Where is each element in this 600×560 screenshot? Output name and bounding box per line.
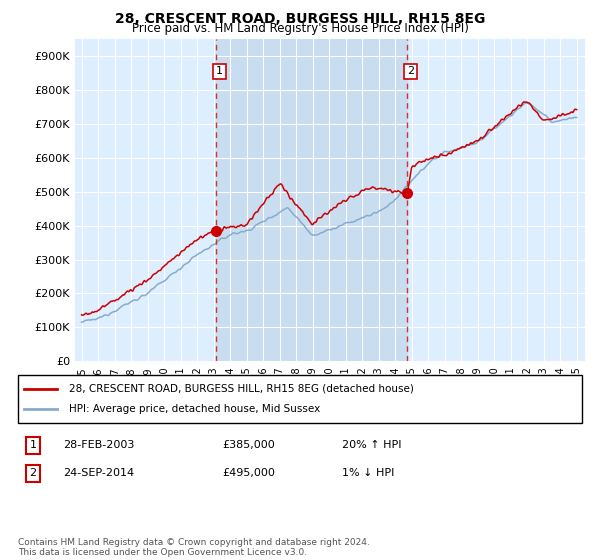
Text: Price paid vs. HM Land Registry's House Price Index (HPI): Price paid vs. HM Land Registry's House …	[131, 22, 469, 35]
Text: 28, CRESCENT ROAD, BURGESS HILL, RH15 8EG (detached house): 28, CRESCENT ROAD, BURGESS HILL, RH15 8E…	[69, 384, 413, 394]
FancyBboxPatch shape	[18, 375, 582, 423]
Text: Contains HM Land Registry data © Crown copyright and database right 2024.
This d: Contains HM Land Registry data © Crown c…	[18, 538, 370, 557]
Text: 1% ↓ HPI: 1% ↓ HPI	[342, 468, 394, 478]
Bar	[216, 39, 407, 361]
Text: 2: 2	[407, 66, 415, 76]
Text: 1: 1	[216, 66, 223, 76]
Text: 28, CRESCENT ROAD, BURGESS HILL, RH15 8EG: 28, CRESCENT ROAD, BURGESS HILL, RH15 8E…	[115, 12, 485, 26]
Text: 20% ↑ HPI: 20% ↑ HPI	[342, 440, 401, 450]
Text: £385,000: £385,000	[222, 440, 275, 450]
Text: 2: 2	[29, 468, 37, 478]
Text: 1: 1	[29, 440, 37, 450]
Text: HPI: Average price, detached house, Mid Sussex: HPI: Average price, detached house, Mid …	[69, 404, 320, 414]
Text: 28-FEB-2003: 28-FEB-2003	[63, 440, 134, 450]
Text: £495,000: £495,000	[222, 468, 275, 478]
Text: 24-SEP-2014: 24-SEP-2014	[63, 468, 134, 478]
